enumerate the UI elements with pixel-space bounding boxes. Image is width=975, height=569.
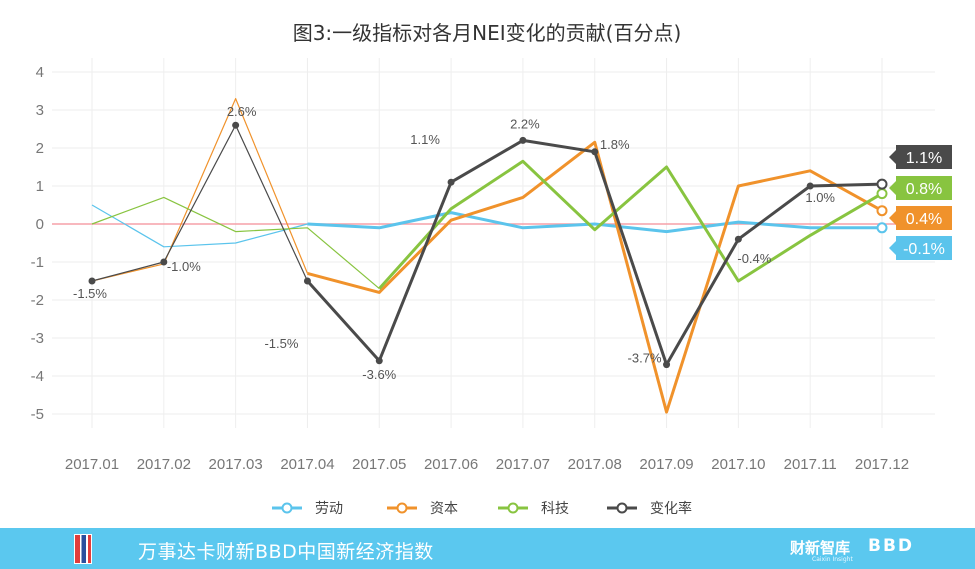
badge-label: 0.4% xyxy=(906,211,942,228)
x-tick-label: 2017.07 xyxy=(496,456,550,473)
y-tick-label: -2 xyxy=(31,292,44,309)
legend-marker xyxy=(507,502,519,514)
series-line-科技-early xyxy=(91,196,380,290)
data-label: 1.8% xyxy=(600,137,630,152)
x-tick-label: 2017.10 xyxy=(711,456,765,473)
end-point xyxy=(876,222,888,234)
x-tick-label: 2017.11 xyxy=(784,456,837,473)
data-point xyxy=(663,361,671,369)
footer-title: 万事达卡财新BBD中国新经济指数 xyxy=(138,541,434,563)
data-point xyxy=(303,277,311,285)
y-tick-label: 2 xyxy=(36,140,44,157)
badge-shape xyxy=(889,176,952,200)
end-badge: -0.1% xyxy=(889,236,952,260)
badge-shape xyxy=(889,206,952,230)
badge-shape xyxy=(889,236,952,260)
chart-title: 图3:一级指标对各月NEI变化的贡献(百分点) xyxy=(293,21,682,45)
y-tick-label: 0 xyxy=(36,216,44,233)
data-point xyxy=(447,178,455,186)
x-tick-label: 2017.06 xyxy=(424,456,478,473)
legend-label: 变化率 xyxy=(650,500,692,517)
legend: 劳动 资本 科技 变化率 xyxy=(272,500,692,517)
end-badges: 1.1% 0.8% 0.4% -0.1% xyxy=(889,145,952,260)
badge-label: 1.1% xyxy=(906,150,942,167)
legend-label: 科技 xyxy=(541,501,569,517)
end-badge: 0.8% xyxy=(889,176,952,200)
data-point xyxy=(591,148,599,156)
x-tick-label: 2017.01 xyxy=(65,456,119,473)
legend-label: 资本 xyxy=(430,501,458,517)
x-tick-label: 2017.04 xyxy=(280,456,334,473)
grid xyxy=(52,58,935,428)
data-point xyxy=(519,136,527,144)
data-point xyxy=(734,235,742,243)
axes: 4 3 2 1 0 -1 -2 -3 -4 -5 2017.01 2017.02 2017.03 2017… xyxy=(31,64,909,473)
series-line-科技 xyxy=(378,159,883,290)
legend-item: 劳动 xyxy=(272,501,343,517)
data-label: -0.4% xyxy=(737,251,771,266)
x-tick-label: 2017.05 xyxy=(352,456,406,473)
end-badge: 0.4% xyxy=(889,206,952,230)
badge-label: 0.8% xyxy=(906,181,942,198)
data-point xyxy=(160,258,168,266)
y-tick-label: -5 xyxy=(31,406,44,423)
x-tick-label: 2017.02 xyxy=(137,456,191,473)
data-label: -1.5% xyxy=(73,286,107,301)
series-line-资本-early xyxy=(91,97,309,282)
legend-marker xyxy=(616,502,628,514)
caixin-brand: 财新智库 xyxy=(790,539,851,557)
data-label: -3.6% xyxy=(362,367,396,382)
data-label: 1.0% xyxy=(805,190,835,205)
chart-area: 图3:一级指标对各月NEI变化的贡献(百分点) 4 3 2 1 0 -1 -2 -3 -4 -5 2… xyxy=(31,21,952,517)
data-label: 2.2% xyxy=(510,116,540,131)
nei-logo-icon xyxy=(74,534,92,564)
x-tick-label: 2017.08 xyxy=(568,456,622,473)
caixin-brand-sub: Caixin Insight xyxy=(812,556,853,563)
series-line-资本 xyxy=(307,140,883,414)
legend-marker xyxy=(396,502,408,514)
data-point xyxy=(232,121,240,129)
data-label: 1.1% xyxy=(410,132,440,147)
legend-item: 科技 xyxy=(498,501,569,517)
series-line-劳动 xyxy=(307,211,882,234)
x-tick-label: 2017.03 xyxy=(209,456,263,473)
data-label: -1.0% xyxy=(167,259,201,274)
legend-item: 资本 xyxy=(387,501,458,517)
bbd-brand: BBD xyxy=(868,536,915,556)
y-tick-label: 4 xyxy=(36,64,44,81)
series-line-变化率-early xyxy=(91,124,308,282)
data-label: -3.7% xyxy=(628,351,662,366)
y-tick-label: 3 xyxy=(36,102,44,119)
end-point xyxy=(876,178,888,190)
y-tick-label: -1 xyxy=(31,254,44,271)
y-tick-label: -3 xyxy=(31,330,44,347)
footer-bar: 万事达卡财新BBD中国新经济指数 财新智库 Caixin Insight BBD xyxy=(0,528,975,569)
badge-label: -0.1% xyxy=(903,241,945,258)
end-badge: 1.1% xyxy=(889,145,952,169)
data-point xyxy=(806,182,814,190)
legend-marker xyxy=(281,502,293,514)
x-tick-label: 2017.12 xyxy=(855,456,909,473)
end-point xyxy=(876,188,888,200)
data-point xyxy=(88,277,96,285)
data-label: 2.6% xyxy=(227,104,257,119)
x-tick-label: 2017.09 xyxy=(639,456,693,473)
data-point xyxy=(375,357,383,365)
y-tick-label: -4 xyxy=(31,368,44,385)
data-label: -1.5% xyxy=(264,336,298,351)
series-line-劳动-early xyxy=(91,204,308,248)
legend-label: 劳动 xyxy=(315,501,343,517)
legend-item: 变化率 xyxy=(607,500,692,517)
y-tick-label: 1 xyxy=(36,178,44,195)
badge-shape xyxy=(889,145,952,169)
series xyxy=(88,97,888,414)
end-point xyxy=(876,205,888,217)
data-labels: -1.5% -1.0% 2.6% -1.5% -3.6% 1.1% 2.2% 1.8% -3.7… xyxy=(73,104,835,382)
